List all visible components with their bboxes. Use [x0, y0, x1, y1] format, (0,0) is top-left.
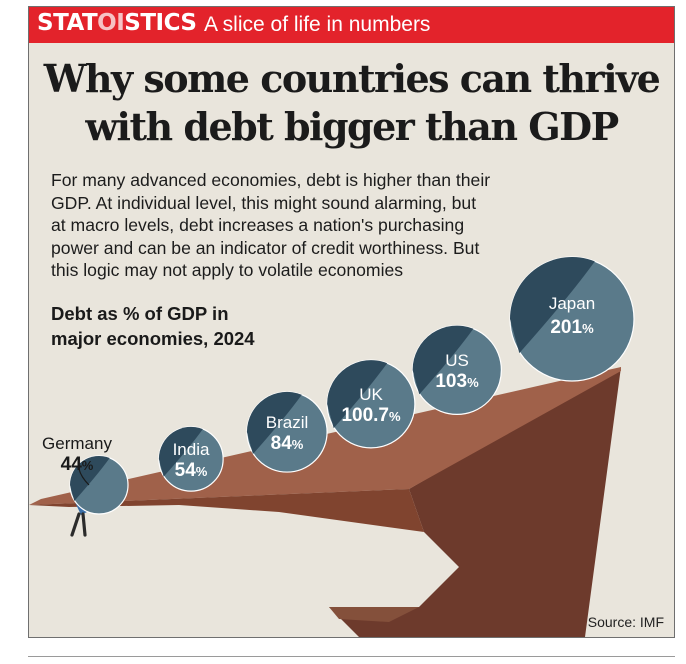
intro-line-5: this logic may not apply to volatile eco… — [51, 260, 404, 281]
header-tagline: A slice of life in numbers — [204, 13, 431, 36]
intro-line-4: power and can be an indicator of credit … — [51, 237, 480, 258]
bubble-us — [412, 325, 502, 415]
intro-text: For many advanced economies, debt is hig… — [51, 169, 521, 282]
cliff-underside — [29, 489, 424, 532]
page-headline: Why some countries can thrive with debt … — [29, 55, 674, 151]
headline-line-1: Why some countries can thrive — [43, 56, 661, 101]
bubble-value-india: 54% — [175, 460, 208, 481]
bubble-brazil-shade — [246, 391, 302, 455]
bubble-label-uk: UK — [359, 385, 383, 404]
brand-text-mid: OI — [97, 10, 125, 36]
infographic-frame: STATOISTICS A slice of life in numbers W… — [28, 6, 675, 638]
bubble-india — [158, 426, 224, 492]
headline-line-2: with debt bigger than GDP — [85, 104, 619, 149]
bubble-india-shade — [158, 426, 203, 477]
brand-logo: STATOISTICS — [37, 10, 197, 36]
bubble-japan — [509, 256, 635, 382]
intro-line-2: GDP. At individual level, this might sou… — [51, 192, 477, 213]
bubble-brazil — [246, 391, 328, 473]
bubble-uk — [326, 359, 416, 449]
bubble-label-germany: Germany — [42, 434, 112, 453]
bubble-label-brazil: Brazil — [266, 413, 309, 432]
brand-text-start: STAT — [37, 10, 98, 36]
bubble-label-india: India — [173, 440, 210, 459]
bubble-germany — [69, 455, 129, 515]
bubble-uk-shade — [327, 360, 388, 429]
chart-subtitle-line-2: major economies, 2024 — [51, 328, 255, 349]
bubble-us-shade — [412, 325, 474, 395]
bubble-value-japan: 201% — [550, 317, 594, 338]
header-banner: STATOISTICS A slice of life in numbers — [29, 7, 674, 43]
bottom-divider — [28, 656, 675, 657]
bubble-label-us: US — [445, 351, 469, 370]
bubbles-group — [69, 256, 635, 515]
chart-subtitle-line-1: Debt as % of GDP in — [51, 303, 229, 324]
chart-subtitle: Debt as % of GDP in major economies, 202… — [51, 301, 255, 351]
bubble-germany-shade — [69, 455, 110, 501]
cliff-ledge — [329, 607, 419, 622]
bubble-value-us: 103% — [435, 371, 479, 392]
bubble-label-japan: Japan — [549, 294, 595, 313]
intro-line-3: at macro levels, debt increases a nation… — [51, 215, 465, 236]
brand-text-end: STICS — [124, 10, 197, 36]
bubble-japan-shade — [510, 257, 595, 354]
source-note: Source: IMF — [587, 614, 664, 630]
cliff-face — [329, 367, 621, 637]
bubble-value-germany: 44% — [61, 454, 94, 475]
intro-line-1: For many advanced economies, debt is hig… — [51, 170, 491, 190]
bubble-value-uk: 100.7% — [341, 405, 401, 426]
bubble-leader-germany — [78, 468, 90, 486]
bubble-value-brazil: 84% — [271, 433, 304, 454]
